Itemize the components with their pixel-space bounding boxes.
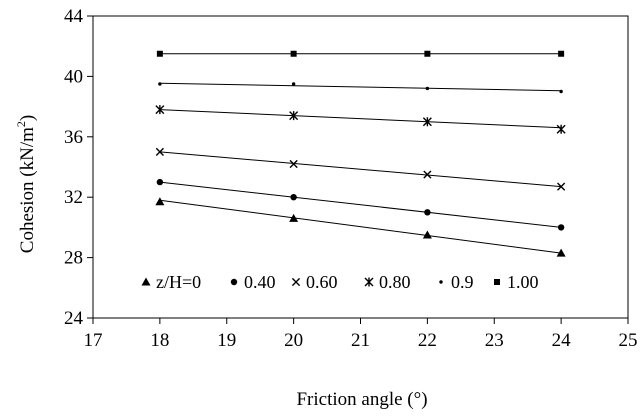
legend-label: 0.40 bbox=[244, 272, 276, 292]
series-layer bbox=[155, 50, 566, 257]
data-point bbox=[557, 182, 566, 191]
x-tick-label: 22 bbox=[418, 330, 437, 351]
series-z-h-0 bbox=[155, 197, 566, 257]
legend-label: 0.80 bbox=[379, 272, 411, 292]
legend-marker bbox=[439, 280, 443, 284]
legend-entry: 1.00 bbox=[494, 272, 539, 292]
trend-line bbox=[159, 181, 562, 228]
data-point bbox=[425, 86, 430, 91]
data-point bbox=[423, 170, 432, 179]
data-point bbox=[424, 50, 431, 57]
x-tick-label: 23 bbox=[485, 330, 504, 351]
legend-entry: z/H=0 bbox=[141, 272, 201, 292]
x-tick-label: 20 bbox=[284, 330, 303, 351]
legend-label: 0.60 bbox=[306, 272, 338, 292]
data-point bbox=[289, 159, 298, 169]
x-tick-label: 19 bbox=[217, 330, 236, 351]
series-0-80 bbox=[155, 105, 566, 134]
data-point bbox=[155, 105, 165, 115]
data-point bbox=[291, 82, 296, 86]
axes: 24 28 32 36 40 44 17 18 19 20 21 22 23 24 25 bbox=[64, 6, 638, 351]
y-tick-label: 36 bbox=[64, 127, 83, 148]
legend-entry: 0.40 bbox=[230, 272, 276, 292]
data-point bbox=[558, 50, 565, 57]
series-0-40 bbox=[156, 178, 565, 231]
legend-entry: 0.9 bbox=[439, 272, 474, 292]
legend-label: 0.9 bbox=[451, 272, 474, 292]
data-point bbox=[557, 224, 565, 231]
y-tick-label: 32 bbox=[64, 187, 83, 208]
trend-line bbox=[159, 109, 562, 129]
legend-entry: 0.60 bbox=[291, 272, 338, 292]
data-point bbox=[422, 230, 432, 239]
data-point bbox=[290, 50, 297, 57]
series-0-9 bbox=[158, 82, 563, 94]
data-point bbox=[156, 178, 164, 186]
x-tick-label: 24 bbox=[552, 330, 572, 351]
legend-marker bbox=[494, 279, 500, 285]
series-1-00 bbox=[156, 50, 565, 57]
y-axis-title-main: Cohesion (kN/m bbox=[17, 127, 38, 253]
y-tick-label: 24 bbox=[64, 308, 84, 329]
data-point bbox=[422, 117, 432, 127]
legend-marker bbox=[141, 277, 151, 286]
trend-line bbox=[159, 151, 562, 188]
series-0-60 bbox=[155, 147, 566, 191]
y-tick-label: 44 bbox=[64, 6, 84, 27]
y-axis-title-end: ) bbox=[17, 115, 38, 121]
data-point bbox=[556, 248, 566, 257]
legend-marker bbox=[230, 278, 238, 286]
legend-label: z/H=0 bbox=[156, 272, 201, 292]
data-point bbox=[156, 50, 163, 57]
x-tick-label: 21 bbox=[351, 330, 370, 351]
y-tick-label: 40 bbox=[64, 66, 83, 87]
y-axis-title-superscript: 2 bbox=[14, 121, 28, 127]
data-point bbox=[290, 194, 297, 201]
trend-line bbox=[159, 82, 562, 92]
x-tick-label: 25 bbox=[619, 330, 638, 351]
legend-entry: 0.80 bbox=[364, 272, 411, 292]
data-point bbox=[556, 124, 566, 134]
legend-label: 1.00 bbox=[507, 272, 539, 292]
legend: z/H=0 0.40 0.60 0.80 0.9 1.00 bbox=[141, 272, 539, 292]
data-point bbox=[289, 213, 299, 222]
data-point bbox=[424, 209, 431, 216]
legend-marker bbox=[364, 277, 374, 287]
data-point bbox=[289, 111, 299, 121]
legend-marker bbox=[291, 277, 301, 287]
data-point bbox=[158, 82, 162, 86]
trend-line bbox=[159, 199, 562, 254]
data-point bbox=[559, 89, 563, 94]
data-point bbox=[155, 197, 165, 206]
x-tick-label: 18 bbox=[150, 330, 169, 351]
x-tick-label: 17 bbox=[84, 330, 103, 351]
y-tick-label: 28 bbox=[64, 248, 83, 269]
x-axis-title: Friction angle (°) bbox=[296, 389, 427, 410]
y-axis-title: Cohesion (kN/m2) bbox=[14, 115, 38, 253]
data-point bbox=[155, 147, 164, 156]
